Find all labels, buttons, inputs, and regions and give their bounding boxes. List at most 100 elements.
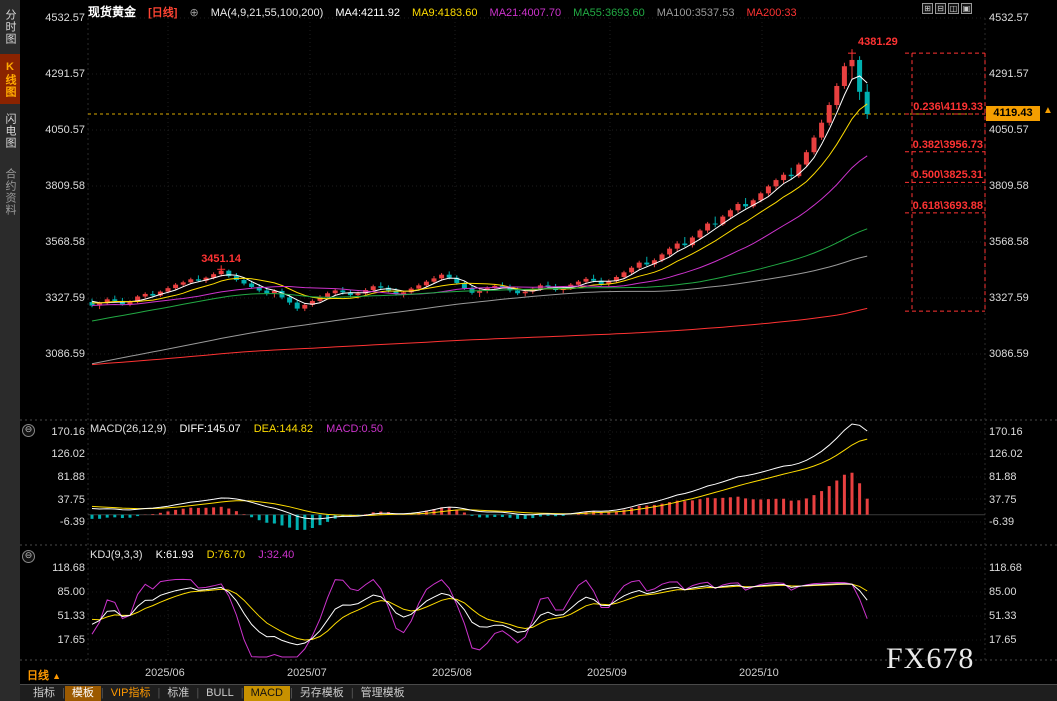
fx678-watermark: FX678 xyxy=(886,642,975,675)
fib-level-label-500: 0.500\3825.31 xyxy=(912,169,983,182)
kdj-j-value: J:32.40 xyxy=(258,549,295,561)
price-axis-label: 4532.57 xyxy=(45,12,85,24)
high-price-annotation: 4381.29 xyxy=(858,36,898,49)
date-axis-label: 2025/08 xyxy=(432,667,472,679)
price-axis-label: 3086.59 xyxy=(45,348,85,360)
add-indicator-icon[interactable]: ⊕ xyxy=(189,7,199,19)
macd-axis-label: -6.39 xyxy=(989,516,1015,528)
macd-title: MACD(26,12,9) xyxy=(90,423,167,435)
kdj-axis-label: 85.00 xyxy=(57,586,85,598)
date-axis-label: 2025/07 xyxy=(287,667,327,679)
sidebar-item-time-chart[interactable]: 分时图 xyxy=(4,9,16,45)
macd-diff-value: DIFF:145.07 xyxy=(179,423,241,435)
macd-axis-label: 126.02 xyxy=(989,448,1023,460)
kdj-axis-label: 118.68 xyxy=(52,562,85,574)
kdj-axis-label: 51.33 xyxy=(989,610,1017,622)
kdj-axis-label: 51.33 xyxy=(57,610,85,622)
macd-axis-label: 170.16 xyxy=(51,426,85,438)
price-axis-label: 3568.58 xyxy=(989,236,1029,248)
kdj-axis-label: 118.68 xyxy=(989,562,1022,574)
sidebar-item-lightning-chart[interactable]: 闪电图 xyxy=(4,113,16,149)
period-tag[interactable]: [日线] xyxy=(148,7,178,19)
toolbar-separator: | xyxy=(100,687,104,699)
macd-axis-label: -6.39 xyxy=(59,516,85,528)
fib-level-label-382: 0.382\3956.73 xyxy=(912,138,983,151)
sidebar-item-contract-info[interactable]: 合约资料 xyxy=(4,168,16,216)
kdj-title: KDJ(9,3,3) xyxy=(90,549,143,561)
macd-axis-label: 126.02 xyxy=(51,448,85,460)
price-axis-label: 4291.57 xyxy=(45,68,85,80)
toolbar-separator: | xyxy=(196,687,200,699)
price-axis-label: 3809.58 xyxy=(989,180,1029,192)
sidebar-item-kline-chart[interactable]: K线图 xyxy=(0,54,20,104)
macd-hist-value: MACD:0.50 xyxy=(326,423,383,435)
layout-grid-icon-1[interactable]: ⊞ xyxy=(922,3,933,14)
ma55-value: MA55:3693.60 xyxy=(573,7,645,19)
toolbar-item-indicators[interactable]: 指标 xyxy=(33,686,55,699)
layout-grid-icon-2[interactable]: ⊟ xyxy=(935,3,946,14)
price-axis-label: 4050.57 xyxy=(45,124,85,136)
price-axis-label: 4532.57 xyxy=(989,12,1029,24)
price-tag: 4119.43 xyxy=(986,106,1040,121)
macd-dea-value: DEA:144.82 xyxy=(253,423,314,435)
macd-panel-header: MACD(26,12,9) DIFF:145.07 DEA:144.82 MAC… xyxy=(90,423,393,435)
fib-level-label-236: 0.236\4119.33 xyxy=(913,101,983,114)
price-axis-label: 3568.58 xyxy=(45,236,85,248)
top-info-bar: 现货黄金 [日线] ⊕ MA(4,9,21,55,100,200) MA4:42… xyxy=(88,3,806,20)
toolbar-separator: | xyxy=(350,687,354,699)
collapse-kdj-panel-icon[interactable]: ⊖ xyxy=(22,550,35,563)
macd-axis-label: 81.88 xyxy=(989,471,1017,483)
macd-axis-label: 37.75 xyxy=(989,494,1017,506)
ma9-value: MA9:4183.60 xyxy=(412,7,478,19)
price-axis-label: 4050.57 xyxy=(989,124,1029,136)
toolbar-item-manage-template[interactable]: 管理模板 xyxy=(360,686,405,699)
price-arrow-icon[interactable]: ▲ xyxy=(1043,105,1053,116)
date-axis-label: 2025/06 xyxy=(145,667,185,679)
fib-level-label-618: 0.618\3693.88 xyxy=(912,199,983,212)
kdj-axis-label: 17.65 xyxy=(989,634,1017,646)
period-arrow-icon: ▲ xyxy=(52,671,61,681)
toolbar-item-save-template[interactable]: 另存模板 xyxy=(299,686,344,699)
toolbar-separator: | xyxy=(157,687,161,699)
bottom-toolbar: 指标 | 模板 | VIP指标 | 标准 | BULL | MACD | 另存模… xyxy=(20,684,1057,701)
macd-axis-label: 81.88 xyxy=(57,471,85,483)
toolbar-item-bull[interactable]: BULL xyxy=(206,686,234,699)
toolbar-separator: | xyxy=(62,687,65,699)
price-axis-label: 3327.59 xyxy=(45,292,85,304)
kdj-axis-label: 85.00 xyxy=(989,586,1017,598)
price-axis-label: 4291.57 xyxy=(989,68,1029,80)
date-axis-label: 2025/10 xyxy=(739,667,779,679)
ma21-value: MA21:4007.70 xyxy=(489,7,562,19)
kdj-panel-header: KDJ(9,3,3) K:61.93 D:76.70 J:32.40 xyxy=(90,549,304,561)
layout-full-icon[interactable]: ▣ xyxy=(961,3,972,14)
kdj-axis-label: 17.65 xyxy=(57,634,85,646)
toolbar-item-template[interactable]: 模板 xyxy=(64,685,101,701)
macd-axis-label: 37.75 xyxy=(57,494,85,506)
collapse-macd-panel-icon[interactable]: ⊖ xyxy=(22,424,35,437)
period-quick-text: 日线 xyxy=(27,670,49,682)
price-axis-label: 3327.59 xyxy=(989,292,1029,304)
ma4-value: MA4:4211.92 xyxy=(335,7,400,19)
price-axis-label: 3809.58 xyxy=(45,180,85,192)
window-layout-icons: ⊞ ⊟ ◫ ▣ xyxy=(922,3,972,14)
toolbar-item-vip-indicators[interactable]: VIP指标 xyxy=(110,686,151,699)
toolbar-item-macd[interactable]: MACD xyxy=(243,685,290,701)
kdj-k-value: K:61.93 xyxy=(155,549,194,561)
macd-axis-label: 170.16 xyxy=(989,426,1023,438)
period-quick-label[interactable]: 日线 ▲ xyxy=(27,667,61,683)
ma-settings-label: MA(4,9,21,55,100,200) xyxy=(210,7,324,19)
toolbar-separator: | xyxy=(240,687,244,699)
symbol-name: 现货黄金 xyxy=(88,5,137,19)
left-sidebar: 分时图 K线图 闪电图 合约资料 xyxy=(0,0,20,701)
june-peak-annotation: 3451.14 xyxy=(201,253,241,266)
toolbar-separator: | xyxy=(289,687,293,699)
ma200-value: MA200:33 xyxy=(746,7,797,19)
kdj-d-value: D:76.70 xyxy=(206,549,246,561)
toolbar-item-standard[interactable]: 标准 xyxy=(167,686,190,699)
ma100-value: MA100:3537.53 xyxy=(656,7,735,19)
layout-split-icon[interactable]: ◫ xyxy=(948,3,959,14)
date-axis-label: 2025/09 xyxy=(587,667,627,679)
price-axis-label: 3086.59 xyxy=(989,348,1029,360)
